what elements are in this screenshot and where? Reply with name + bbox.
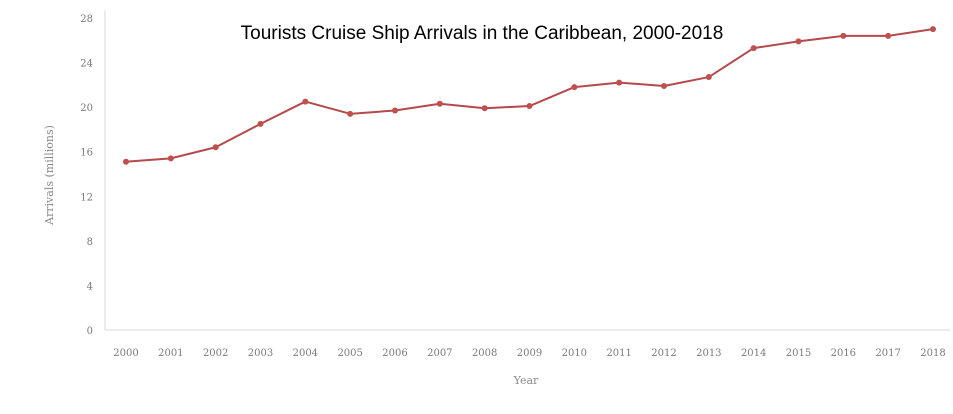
y-tick-label: 0 [87,326,93,337]
data-point [257,120,264,127]
chart-title: Tourists Cruise Ship Arrivals in the Car… [241,23,724,44]
x-tick-label: 2015 [786,348,811,359]
x-tick-label: 2012 [651,348,676,359]
x-tick-label: 2016 [831,348,856,359]
data-point [885,32,892,39]
x-tick-label: 2007 [427,348,452,359]
x-axis-label: Year [513,374,539,387]
x-tick-label: 2009 [517,348,542,359]
axes [104,10,950,331]
data-point [705,74,712,81]
y-tick-label: 8 [87,237,93,248]
y-tick-label: 28 [80,14,93,25]
data-point [750,45,757,52]
y-tick-label: 4 [87,281,93,292]
x-tick-label: 2005 [337,348,362,359]
x-tick-label: 2017 [875,348,900,359]
x-tick-label: 2001 [158,348,183,359]
x-tick-label: 2010 [562,348,587,359]
y-tick-label: 12 [80,192,93,203]
data-point [167,155,174,162]
y-tick-label: 24 [80,59,93,70]
data-point [392,107,398,114]
y-axis-label: Arrivals (millions) [43,125,56,226]
data-point [526,103,533,110]
data-point [571,84,578,91]
data-point [481,105,488,112]
y-tick-label: 16 [80,148,93,159]
data-point [661,82,667,89]
x-tick-label: 2013 [696,348,721,359]
x-tick-label: 2003 [248,348,273,359]
x-tick-label: 2000 [113,348,138,359]
x-tick-label: 2008 [472,348,497,359]
series-line [125,28,934,163]
data-point [616,79,623,86]
y-tick-label: 20 [80,103,93,114]
series [123,26,936,165]
data-point [840,32,847,39]
data-point [212,144,219,151]
x-tick-label: 2004 [293,348,318,359]
y-tick-labels: 0 4 8 12 16 20 24 28 [80,14,93,337]
x-tick-label: 2006 [382,348,407,359]
x-tick-label: 2018 [920,348,945,359]
data-point [347,110,354,117]
x-tick-label: 2011 [606,348,631,359]
data-point [123,158,129,165]
data-point [795,38,802,45]
data-point [930,26,936,33]
x-tick-label: 2014 [741,348,766,359]
data-point [436,100,443,107]
data-point [302,98,309,105]
x-tick-labels: 2000 2001 2002 2003 2004 2005 2006 2007 2008 2009… [113,348,945,359]
x-tick-label: 2002 [203,348,228,359]
